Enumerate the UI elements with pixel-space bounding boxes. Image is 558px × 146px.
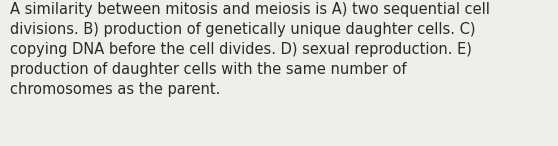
Text: A similarity between mitosis and meiosis is A) two sequential cell
divisions. B): A similarity between mitosis and meiosis… — [10, 2, 490, 97]
